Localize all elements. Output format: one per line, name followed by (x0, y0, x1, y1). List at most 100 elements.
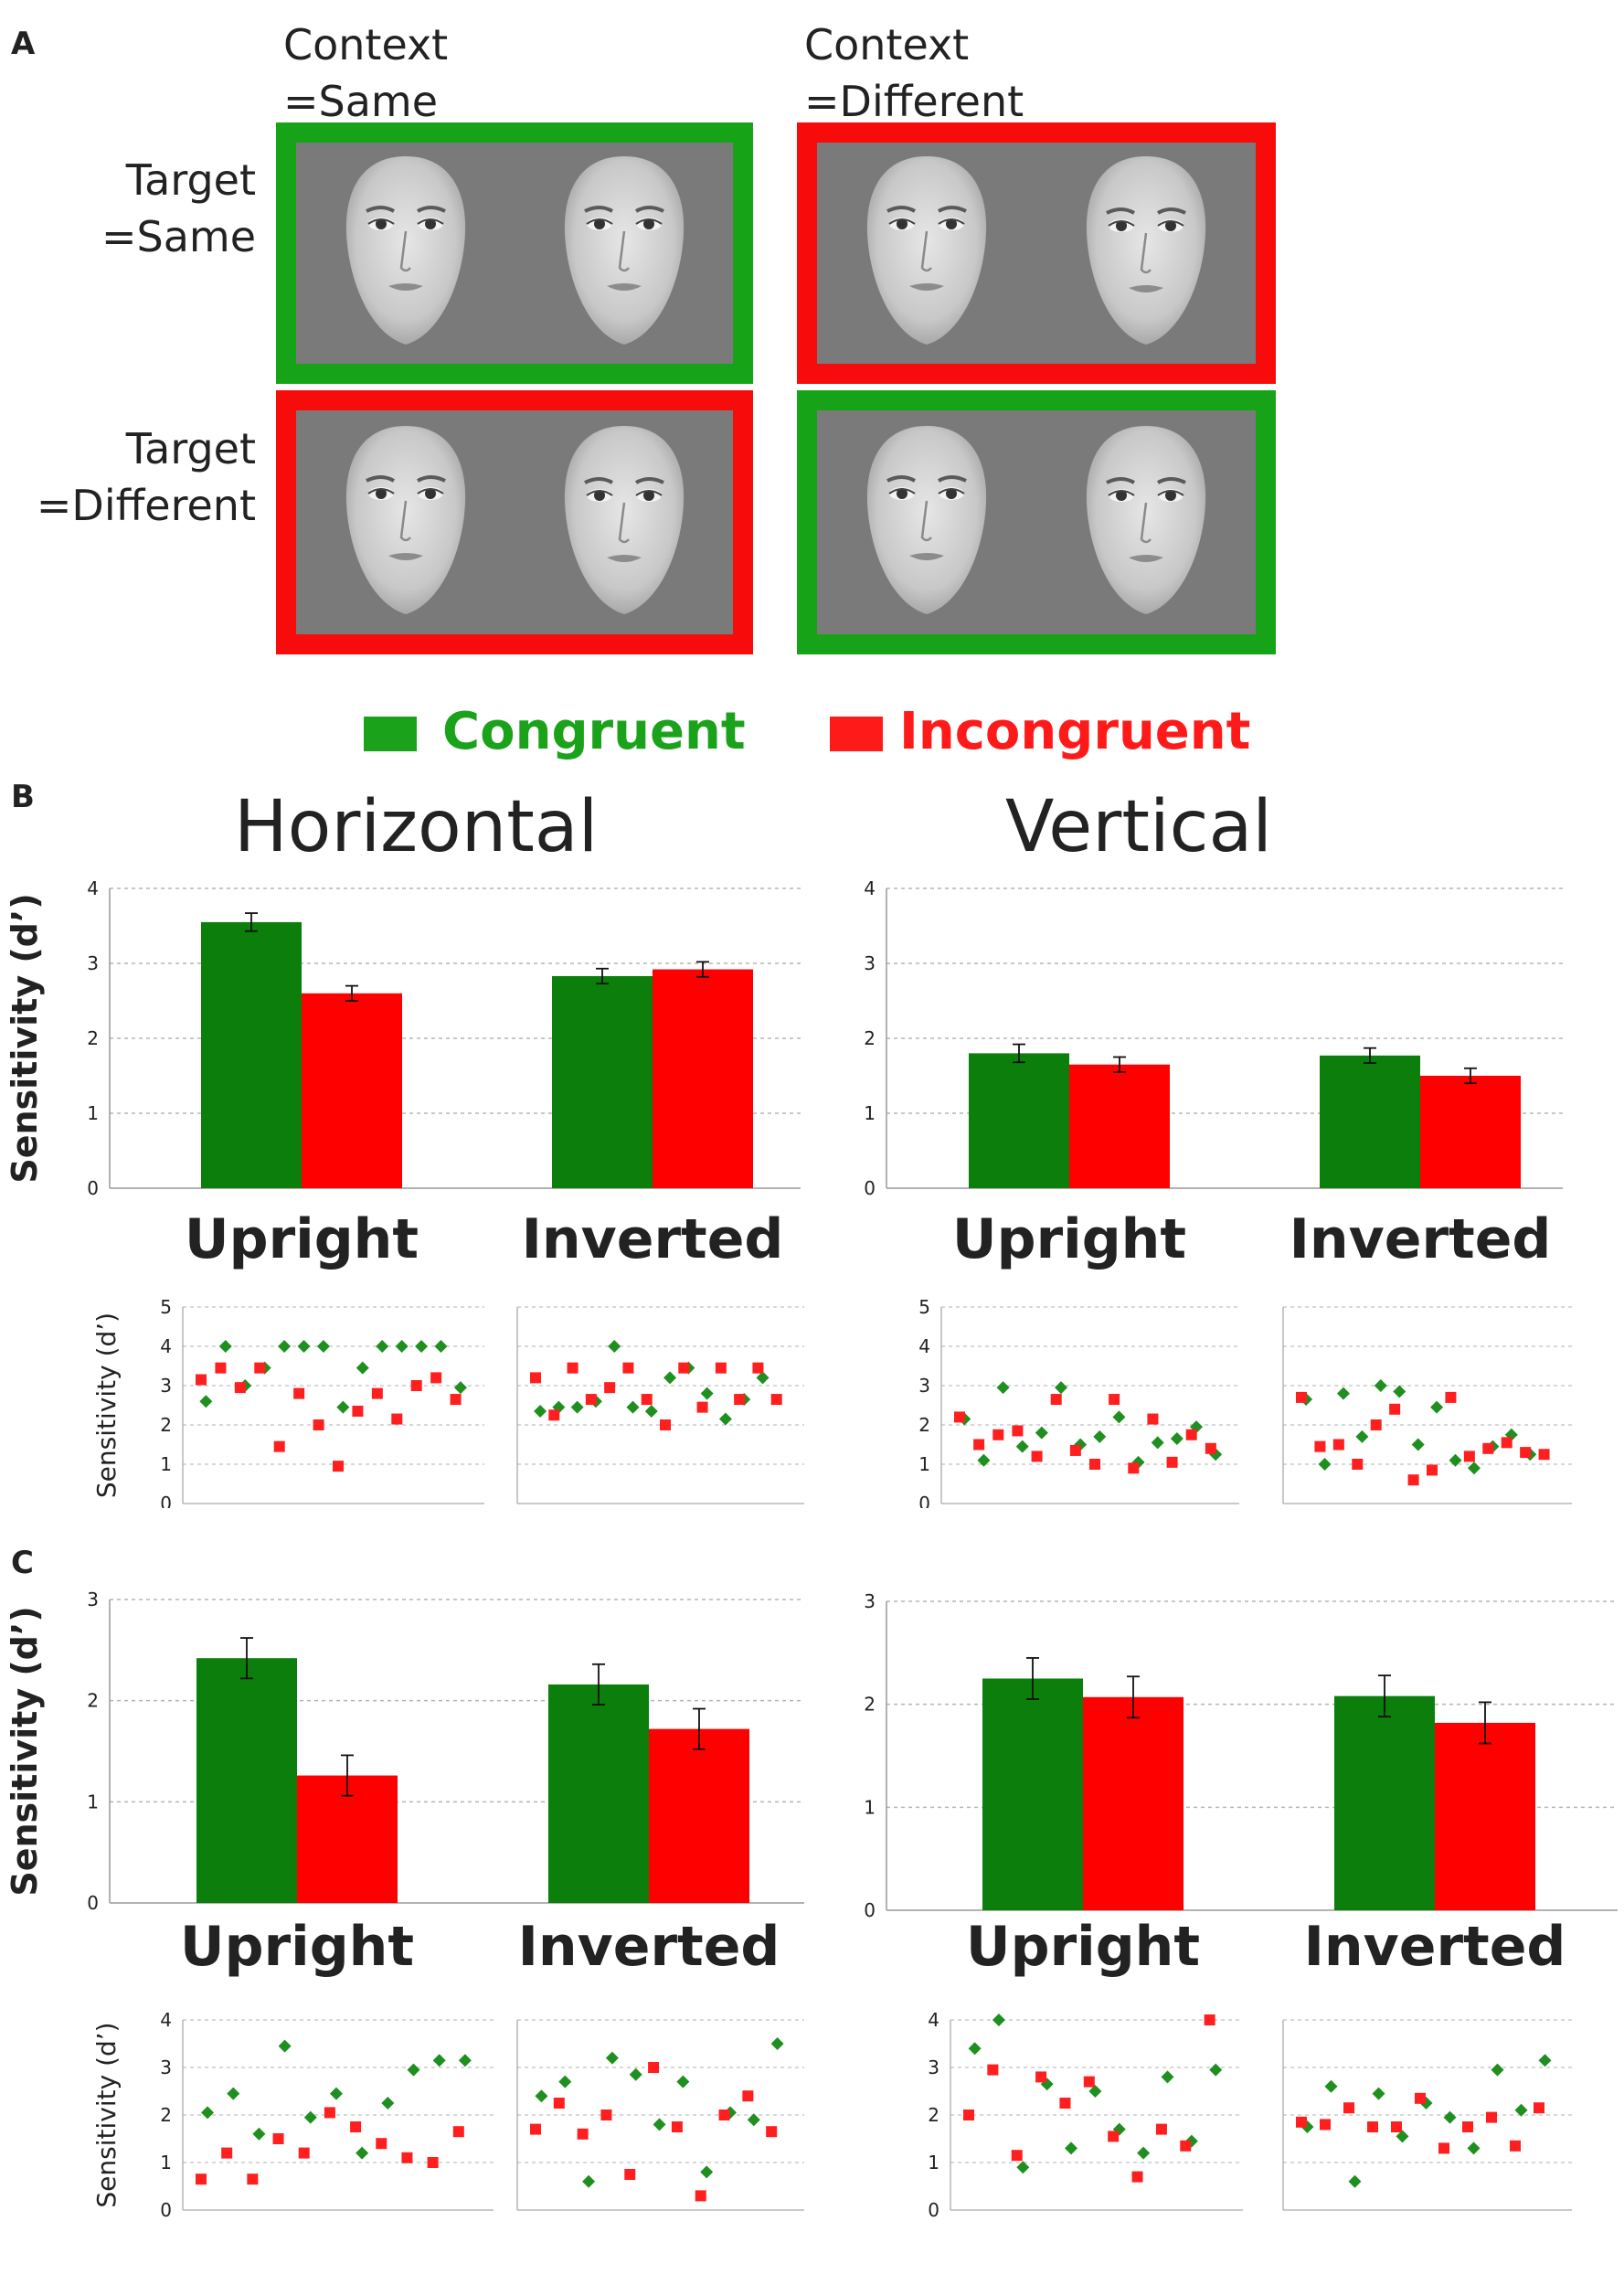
incongruent-bar (1435, 1722, 1535, 1910)
incongruent-point (293, 1387, 305, 1399)
incongruent-point (1343, 2102, 1354, 2114)
face-image-left (858, 420, 995, 625)
incongruent-point (1427, 1464, 1438, 1476)
chart-c-vertical-bars: 0 1 2 3 Upright Inverted (864, 1590, 1618, 1979)
congruent-point (458, 2054, 472, 2067)
incongruent-point (1438, 2142, 1449, 2154)
incongruent-point (215, 1362, 227, 1374)
incongruent-point (1166, 1456, 1178, 1468)
x-category-label: Inverted (1290, 1207, 1552, 1271)
congruent-point (1209, 2063, 1223, 2077)
incongruent-bar (1083, 1696, 1184, 1910)
congruent-point (626, 1400, 640, 1414)
incongruent-point (954, 1411, 965, 1423)
frame-target-different-context-different (797, 390, 1276, 654)
y-tick-label: 2 (160, 2104, 172, 2126)
incongruent-point (1332, 1439, 1344, 1451)
y-tick-label: 3 (928, 2056, 939, 2078)
legend-incongruent-label: Incongruent (899, 702, 1251, 761)
y-tick-label: 5 (918, 1296, 930, 1318)
congruent-point (644, 1404, 658, 1418)
x-category-label: Inverted (522, 1207, 784, 1271)
incongruent-point (1147, 1413, 1159, 1425)
congruent-point (329, 2087, 343, 2100)
incongruent-point (718, 2110, 730, 2120)
incongruent-point (1370, 1419, 1382, 1430)
incongruent-point (742, 2090, 754, 2102)
incongruent-point (1108, 2131, 1120, 2142)
congruent-bar (548, 1684, 649, 1903)
congruent-point (1318, 1458, 1332, 1471)
incongruent-point (410, 1380, 422, 1391)
incongruent-point (333, 1461, 344, 1472)
congruent-point (605, 2051, 619, 2065)
incongruent-point (272, 2133, 284, 2144)
incongruent-point (715, 1362, 727, 1374)
y-tick-label: 3 (87, 1589, 99, 1610)
incongruent-point (1155, 2123, 1167, 2135)
incongruent-point (1391, 2121, 1402, 2132)
congruent-point (1449, 1453, 1462, 1467)
x-category-label: Upright (185, 1207, 419, 1271)
target-same-label: Target =Same (101, 155, 256, 261)
incongruent-point (1538, 1449, 1550, 1461)
incongruent-point (313, 1419, 324, 1430)
congruent-point (1538, 2054, 1552, 2067)
x-category-label: Inverted (1304, 1915, 1566, 1979)
incongruent-point (577, 2128, 589, 2140)
y-tick-label: 2 (864, 1694, 876, 1716)
incongruent-point (530, 1372, 541, 1384)
y-tick-label: 4 (160, 1335, 172, 1357)
y-tick-label: 5 (160, 1296, 172, 1318)
incongruent-point (604, 1382, 616, 1394)
incongruent-point (1031, 1451, 1043, 1462)
congruent-point (535, 2089, 548, 2103)
incongruent-point (553, 2098, 565, 2109)
y-tick-label: 0 (928, 2199, 939, 2221)
congruent-point (278, 1340, 292, 1353)
y-tick-label: 3 (864, 1590, 876, 1612)
congruent-point (1348, 2174, 1362, 2188)
face-image-right (1077, 151, 1215, 356)
congruent-point (1088, 2085, 1102, 2098)
y-tick-label: 3 (87, 952, 99, 974)
congruent-point (1491, 2063, 1504, 2077)
incongruent-point (1109, 1394, 1120, 1406)
incongruent-point (1486, 2111, 1497, 2123)
incongruent-point (1131, 2171, 1143, 2183)
face-image-right (556, 151, 693, 356)
y-tick-label: 2 (160, 1414, 172, 1436)
incongruent-point (298, 2147, 310, 2159)
congruent-point (1374, 1379, 1387, 1392)
incongruent-point (973, 1439, 985, 1451)
congruent-point (356, 1361, 369, 1375)
y-tick-label: 0 (160, 2199, 172, 2221)
congruent-point (1016, 2161, 1030, 2174)
incongruent-point (696, 1401, 708, 1413)
incongruent-point (1501, 1437, 1513, 1449)
congruent-point (1184, 2134, 1198, 2148)
y-tick-label: 0 (160, 1493, 172, 1508)
y-tick-label: 1 (160, 2152, 172, 2173)
congruent-bar (969, 1053, 1069, 1188)
incongruent-point (1510, 2140, 1521, 2152)
chart-b-horizontal-upright-scatter: 0 1 2 3 4 5 Sensitivity (d’) (91, 1296, 484, 1508)
face-image-left (337, 151, 474, 356)
y-tick-label: 1 (87, 1791, 99, 1812)
legend-congruent-label: Congruent (442, 702, 746, 761)
incongruent-point (1445, 1391, 1457, 1403)
incongruent-point (1035, 2071, 1047, 2083)
congruent-point (381, 2097, 395, 2110)
legend-incongruent-swatch (830, 717, 883, 751)
target-different-label: Target =Different (36, 424, 256, 530)
congruent-point (570, 1400, 584, 1414)
congruent-point (1112, 1410, 1126, 1424)
incongruent-point (1012, 1425, 1024, 1437)
congruent-point (653, 2118, 666, 2131)
incongruent-point (196, 1374, 207, 1386)
incongruent-point (1389, 1403, 1401, 1415)
chart-c-vertical-inverted-scatter (1282, 2019, 1572, 2211)
incongruent-point (1463, 1451, 1475, 1462)
congruent-point (227, 2087, 240, 2100)
congruent-point (718, 1412, 732, 1426)
